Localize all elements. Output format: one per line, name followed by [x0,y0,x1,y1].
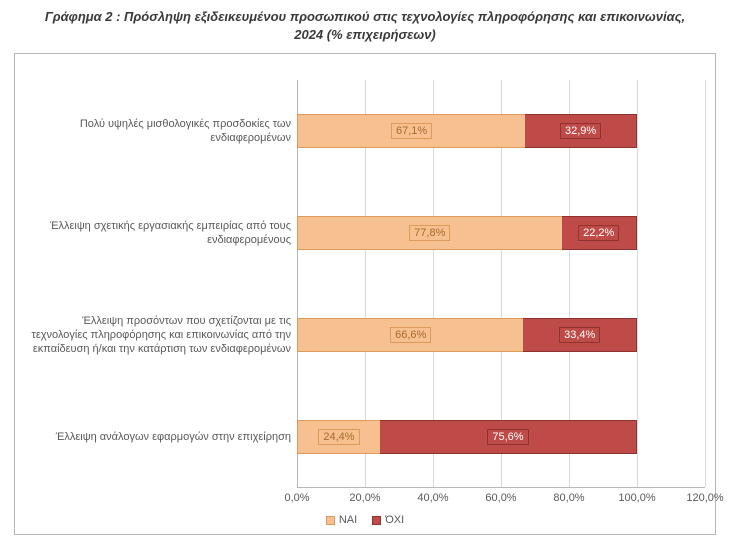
legend: ΝΑΙ ΌΧΙ [25,514,705,528]
bar-value-no: 33,4% [559,327,600,343]
bar-stack: 77,8% 22,2% [297,216,637,250]
y-axis-label: Έλλειψη προσόντων που σχετίζονται με τις… [25,284,297,386]
chart-container: Γράφημα 2 : Πρόσληψη εξιδεικευμένου προσ… [0,0,730,545]
bar-row: 67,1% 32,9% [297,80,705,182]
x-axis: 0,0%20,0%40,0%60,0%80,0%100,0%120,0% [25,492,705,508]
bar-row: 24,4% 75,6% [297,386,705,488]
x-tick-label: 80,0% [553,492,584,504]
plot-frame: Πολύ υψηλές μισθολογικές προσδοκίες των … [14,53,716,535]
bar-stack: 24,4% 75,6% [297,420,637,454]
x-tick-label: 60,0% [485,492,516,504]
bar-segment-yes: 67,1% [297,114,525,148]
gridline [705,80,706,487]
x-tick-label: 120,0% [686,492,723,504]
legend-item-no: ΌΧΙ [372,514,404,526]
bar-segment-no: 75,6% [380,420,637,454]
x-axis-spacer [25,492,297,508]
plot-row: Πολύ υψηλές μισθολογικές προσδοκίες των … [25,80,705,488]
bar-value-no: 75,6% [487,429,528,445]
bar-value-yes: 24,4% [318,429,359,445]
y-axis-label: Πολύ υψηλές μισθολογικές προσδοκίες των … [25,80,297,182]
bar-segment-yes: 66,6% [297,318,523,352]
x-tick-label: 20,0% [349,492,380,504]
legend-swatch-no [372,516,381,525]
x-tick-label: 100,0% [618,492,655,504]
bar-row: 66,6% 33,4% [297,284,705,386]
x-tick-label: 0,0% [284,492,309,504]
legend-label-yes: ΝΑΙ [339,514,357,526]
chart-title-line2: 2024 (% επιχειρήσεων) [294,27,436,42]
bar-value-yes: 77,8% [409,225,450,241]
y-axis-label: Έλλειψη σχετικής εργασιακής εμπειρίας απ… [25,182,297,284]
x-axis-ticks: 0,0%20,0%40,0%60,0%80,0%100,0%120,0% [297,492,705,508]
x-tick-label: 40,0% [417,492,448,504]
bar-stack: 67,1% 32,9% [297,114,637,148]
bar-segment-yes: 24,4% [297,420,380,454]
bar-value-yes: 67,1% [391,123,432,139]
bars-layer: 67,1% 32,9% 77,8% 22,2% 66,6% 33,4% 24,4% 75,6% [297,80,705,488]
y-axis-label: Έλλειψη ανάλογων εφαρμογών στην επιχείρη… [25,386,297,488]
chart-title: Γράφημα 2 : Πρόσληψη εξιδεικευμένου προσ… [14,8,716,43]
bar-row: 77,8% 22,2% [297,182,705,284]
legend-item-yes: ΝΑΙ [326,514,357,526]
bar-segment-no: 22,2% [562,216,637,250]
bar-value-no: 22,2% [578,225,619,241]
chart-title-line1: Γράφημα 2 : Πρόσληψη εξιδεικευμένου προσ… [45,9,685,24]
bar-segment-no: 33,4% [523,318,637,352]
legend-label-no: ΌΧΙ [385,514,404,526]
y-axis-labels: Πολύ υψηλές μισθολογικές προσδοκίες των … [25,80,297,488]
bar-value-yes: 66,6% [390,327,431,343]
plot-area: 67,1% 32,9% 77,8% 22,2% 66,6% 33,4% 24,4% 75,6% [297,80,705,488]
legend-swatch-yes [326,516,335,525]
bar-segment-no: 32,9% [525,114,637,148]
bar-value-no: 32,9% [560,123,601,139]
bar-segment-yes: 77,8% [297,216,562,250]
bar-stack: 66,6% 33,4% [297,318,637,352]
